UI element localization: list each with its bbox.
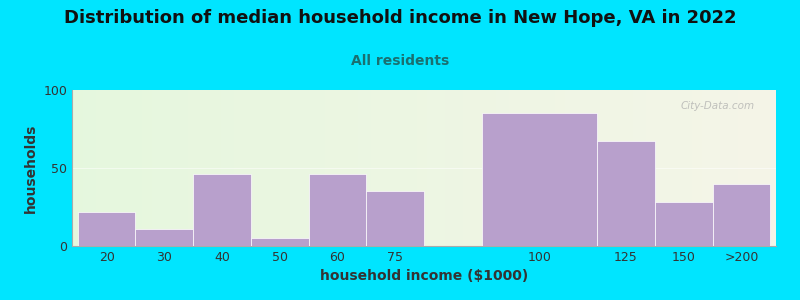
Bar bbox=[597, 142, 655, 246]
Bar bbox=[78, 212, 135, 246]
X-axis label: household income ($1000): household income ($1000) bbox=[320, 269, 528, 284]
Text: City-Data.com: City-Data.com bbox=[681, 101, 755, 111]
Y-axis label: households: households bbox=[24, 123, 38, 213]
Bar bbox=[251, 238, 309, 246]
Bar bbox=[482, 113, 597, 246]
Text: All residents: All residents bbox=[351, 54, 449, 68]
Bar bbox=[366, 191, 424, 246]
Bar bbox=[713, 184, 770, 246]
Bar bbox=[193, 174, 251, 246]
Text: Distribution of median household income in New Hope, VA in 2022: Distribution of median household income … bbox=[64, 9, 736, 27]
Bar bbox=[655, 202, 713, 246]
Bar bbox=[309, 174, 366, 246]
Bar bbox=[135, 229, 193, 246]
